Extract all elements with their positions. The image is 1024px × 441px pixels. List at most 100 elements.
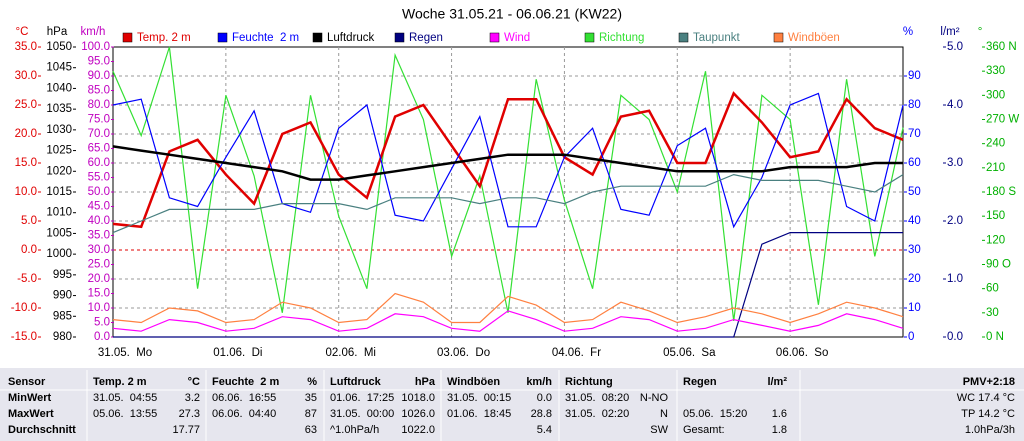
y-tick-label: 995 — [53, 269, 72, 281]
series-line — [112, 92, 904, 229]
column-title: Temp. 2 m — [93, 376, 147, 388]
y-tick-label: 35.0 — [88, 230, 110, 242]
y-tick-label: 985 — [53, 310, 72, 322]
y-tick-label: 0.0 — [94, 331, 110, 343]
column-unit: °C — [188, 376, 200, 388]
cell-value: 1.6 — [772, 408, 787, 420]
legend-swatch — [678, 32, 689, 43]
cell-time: Gesamt: — [683, 424, 725, 436]
cell-time: 05.06. 13:55 — [93, 408, 157, 420]
y-tick-label: 80 — [908, 99, 921, 111]
cell-value: 0.0 — [537, 392, 552, 404]
y-tick-label: 240 — [986, 138, 1005, 150]
y-tick-label: 60.0 — [88, 157, 110, 169]
cell-time: 31.05. 08:20 — [565, 392, 629, 404]
axis-unit: km/h — [81, 26, 106, 38]
column-unit: hPa — [415, 376, 436, 388]
y-tick-label: 10 — [908, 302, 921, 314]
y-tick-label: 95.0 — [88, 56, 110, 68]
y-tick-label: 1035 — [46, 103, 72, 115]
x-tick-label: 01.06. Di — [213, 347, 262, 359]
column-unit: l/m² — [767, 376, 787, 388]
y-tick-label: 85.0 — [88, 85, 110, 97]
legend-swatch — [217, 32, 228, 43]
y-tick-label: 2.0 — [947, 215, 963, 227]
y-tick-label: 60 — [908, 157, 921, 169]
y-tick-label: 5.0 — [94, 317, 110, 329]
y-tick-label: 35.0 — [15, 41, 37, 53]
series-line — [113, 232, 903, 338]
pmv-value: WC 17.4 °C — [957, 392, 1015, 404]
axis-unit: ° — [978, 26, 983, 38]
y-tick-label: 0 N — [986, 331, 1004, 343]
y-tick-label: 210 — [986, 162, 1005, 174]
cell-value: 5.4 — [537, 424, 552, 436]
series-line — [112, 145, 903, 181]
legend-label: Taupunkt — [693, 32, 740, 44]
column-title: Richtung — [565, 376, 613, 388]
column-title: Regen — [683, 376, 717, 388]
series-line — [112, 173, 904, 234]
y-tick-label: 50.0 — [88, 186, 110, 198]
y-tick-label: 65.0 — [88, 143, 110, 155]
y-tick-label: 30.0 — [88, 244, 110, 256]
axis-unit: % — [903, 26, 913, 38]
y-tick-label: 40.0 — [88, 215, 110, 227]
y-tick-label: 30 — [908, 244, 921, 256]
cell-value: 87 — [305, 408, 317, 420]
y-tick-label: 25.0 — [15, 99, 37, 111]
y-tick-label: 15.0 — [88, 288, 110, 300]
y-tick-label: 1030 — [46, 124, 72, 136]
y-tick-label: 75.0 — [88, 114, 110, 126]
y-tick-label: 80.0 — [88, 99, 110, 111]
y-tick-label: 1045 — [46, 62, 72, 74]
plot-area — [112, 46, 904, 338]
cell-value: 17.77 — [172, 424, 200, 436]
y-tick-label: 0.0 — [21, 244, 37, 256]
y-tick-label: 330 — [986, 65, 1005, 77]
y-tick-label: 10.0 — [15, 186, 37, 198]
y-tick-label: 180 S — [986, 186, 1016, 198]
y-tick-label: 5.0 — [21, 215, 37, 227]
y-tick-label: 1000 — [46, 248, 72, 260]
y-tick-label: 980 — [53, 331, 72, 343]
stats-table: Sensor MinWert MaxWert Durchschnitt Temp. 2 … — [0, 370, 1024, 441]
legend-label: Regen — [409, 32, 443, 44]
legend-swatch — [122, 32, 133, 43]
series-line — [112, 310, 904, 332]
y-tick-label: -15.0 — [11, 331, 37, 343]
cell-value: N-NO — [640, 392, 669, 404]
y-tick-label: 150 — [986, 210, 1005, 222]
y-tick-label: 1.0 — [947, 273, 963, 285]
cell-time: 06.06. 04:40 — [212, 408, 276, 420]
x-tick-label: 06.06. So — [776, 347, 828, 359]
legend-swatch — [773, 32, 784, 43]
pmv-title: PMV+2:18 — [963, 376, 1015, 388]
cell-time: 06.06. 16:55 — [212, 392, 276, 404]
y-tick-label: 300 — [986, 89, 1005, 101]
y-tick-label: 1040 — [46, 82, 72, 94]
cell-value: 1026.0 — [401, 408, 435, 420]
cell-time: ^1.0hPa/h — [330, 424, 379, 436]
y-tick-label: 1015 — [46, 186, 72, 198]
cell-time: 05.06. 15:20 — [683, 408, 747, 420]
y-tick-label: 45.0 — [88, 201, 110, 213]
cell-value: 1018.0 — [401, 392, 435, 404]
column-unit: km/h — [526, 376, 552, 388]
cell-value: 1022.0 — [401, 424, 435, 436]
y-tick-label: 70 — [908, 128, 921, 140]
x-tick-label: 02.06. Mi — [325, 347, 376, 359]
series-line — [112, 46, 904, 321]
legend-label: Luftdruck — [327, 32, 375, 44]
legend-swatch — [394, 32, 405, 43]
legend-label: Feuchte 2 m — [232, 32, 299, 44]
y-tick-label: 15.0 — [15, 157, 37, 169]
row-label: MaxWert — [8, 408, 54, 420]
y-tick-label: -5.0 — [17, 273, 37, 285]
row-label: Sensor — [8, 376, 46, 388]
table-background — [0, 368, 1024, 441]
y-tick-label: 60 — [986, 283, 999, 295]
cell-value: 3.2 — [185, 392, 200, 404]
axis-unit: °C — [16, 26, 29, 38]
